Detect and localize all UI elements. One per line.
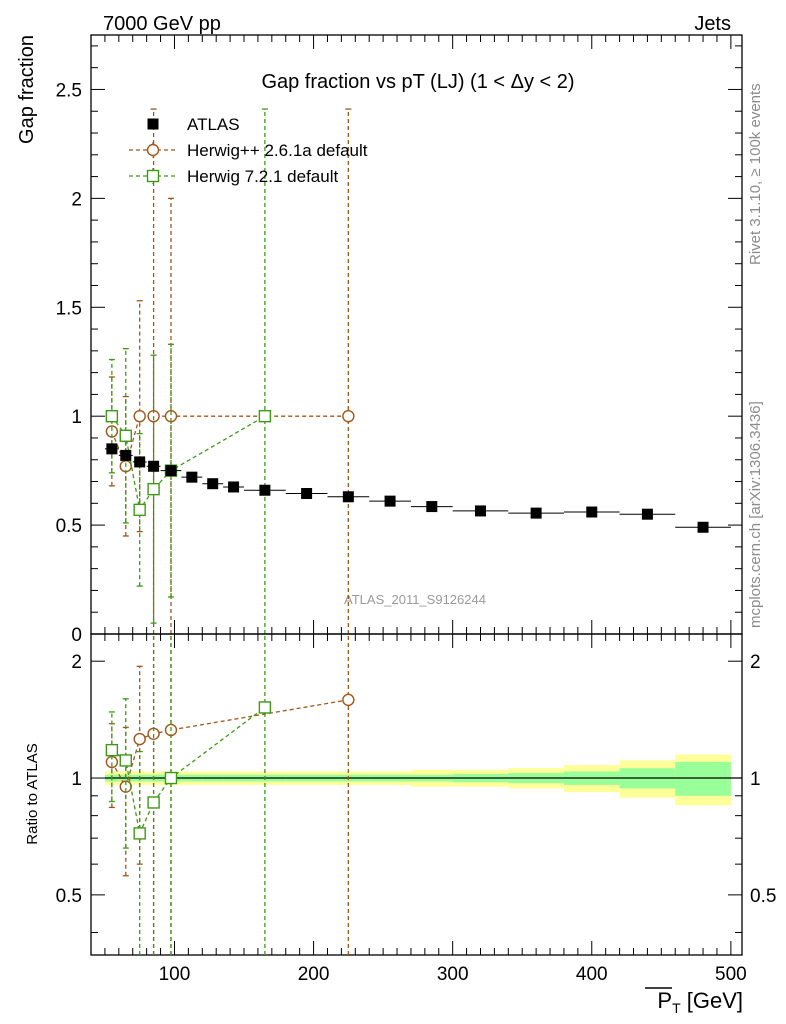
x-tick-label: 100 bbox=[159, 964, 191, 985]
atlas-point bbox=[641, 508, 653, 520]
ratio-y-tick-label-right: 1 bbox=[750, 769, 761, 790]
atlas-point bbox=[342, 491, 354, 503]
chart-title: Gap fraction vs pT (LJ) (1 < Δy < 2) bbox=[261, 71, 574, 93]
main-series-1-line bbox=[111, 415, 349, 469]
ratio-y-tick-label-right: 2 bbox=[750, 652, 761, 673]
atlas-point bbox=[228, 481, 240, 493]
xlabel-symbol: P bbox=[657, 988, 672, 1013]
x-tick-label: 500 bbox=[715, 964, 747, 985]
xlabel-text: PT [GeV] bbox=[657, 988, 743, 1016]
legend-marker-square bbox=[146, 169, 160, 183]
y-tick-label: 0.5 bbox=[56, 516, 82, 537]
atlas-point bbox=[530, 507, 542, 519]
ratio-series-0-point bbox=[133, 732, 146, 746]
ratio-series-1-point bbox=[119, 754, 132, 767]
ratio-y-tick-label: 2 bbox=[71, 652, 82, 673]
xlabel-unit: [GeV] bbox=[681, 988, 743, 1013]
atlas-point bbox=[165, 465, 177, 477]
ratio-y-tick-label: 1 bbox=[71, 769, 82, 790]
atlas-point bbox=[426, 501, 438, 513]
ratio-series-1-point bbox=[258, 701, 272, 714]
mcplots-label: mcplots.cern.ch [arXiv:1306.3436] bbox=[747, 401, 764, 628]
ratio-series-1-line bbox=[111, 706, 266, 836]
main-panel: 0 0.5 1 1.5 2 2.5 bbox=[56, 34, 743, 646]
ratio-series-1-point bbox=[147, 796, 160, 809]
legend-marker-atlas bbox=[147, 118, 159, 130]
ratio-band-stat bbox=[675, 761, 731, 796]
atlas-point bbox=[106, 443, 118, 455]
ratio-frame bbox=[90, 633, 743, 956]
atlas-point bbox=[301, 488, 313, 500]
ratio-series-1-point bbox=[105, 743, 119, 757]
ratio-series-1-point bbox=[164, 771, 178, 785]
y-tick-label: 2 bbox=[71, 189, 82, 210]
x-tick-label: 400 bbox=[576, 964, 608, 985]
ratio-series-1-point bbox=[133, 827, 146, 840]
xlabel: PT [GeV] bbox=[657, 988, 743, 1016]
rivet-label: Rivet 3.1.10, ≥ 100k events bbox=[747, 83, 764, 265]
atlas-point bbox=[186, 471, 198, 483]
main-series-2-point bbox=[105, 409, 119, 423]
legend-label: Herwig 7.2.1 default bbox=[187, 167, 338, 186]
atlas-point bbox=[120, 449, 132, 461]
xlabel-subscript: T bbox=[672, 1000, 681, 1016]
main-series-2-point bbox=[119, 429, 132, 442]
legend: ATLAS Herwig++ 2.6.1a default Herwig 7.2.1… bbox=[129, 115, 368, 186]
atlas-point bbox=[697, 521, 709, 533]
atlas-point bbox=[474, 505, 486, 517]
legend-label: Herwig++ 2.6.1a default bbox=[187, 141, 368, 160]
atlas-point bbox=[207, 478, 219, 490]
y-tick-label: 1.5 bbox=[56, 298, 82, 319]
header-right: Jets bbox=[694, 13, 731, 35]
main-series-2-point bbox=[147, 482, 160, 496]
chart-title-text: Gap fraction vs pT (LJ) (1 < Δy < 2) bbox=[261, 71, 574, 93]
ratio-ylabel: Ratio to ATLAS bbox=[24, 743, 41, 844]
atlas-point bbox=[259, 484, 271, 496]
ratio-panel: 100 200 300 400 500 0.5 0.5 1 1 2 2 bbox=[56, 633, 776, 985]
ratio-series-0-point bbox=[342, 693, 355, 707]
atlas-point bbox=[134, 456, 146, 468]
y-tick-label: 0 bbox=[71, 625, 82, 646]
atlas-point bbox=[384, 495, 396, 507]
atlas-point bbox=[586, 506, 598, 518]
watermark: ATLAS_2011_S9126244 bbox=[344, 592, 486, 607]
main-series-2-point bbox=[258, 409, 272, 423]
y-tick-label: 1 bbox=[71, 407, 82, 428]
main-series-1-point bbox=[342, 409, 355, 423]
ratio-y-tick-label: 0.5 bbox=[56, 886, 82, 907]
ratio-y-tick-label-right: 0.5 bbox=[750, 886, 776, 907]
main-series-1-point bbox=[133, 409, 146, 423]
x-tick-label: 200 bbox=[298, 964, 330, 985]
atlas-point bbox=[148, 460, 160, 472]
legend-marker-circle bbox=[146, 143, 160, 157]
main-series-2-point bbox=[133, 503, 146, 517]
main-ylabel: Gap fraction bbox=[16, 35, 38, 144]
legend-label: ATLAS bbox=[187, 115, 240, 134]
header-left: 7000 GeV pp bbox=[103, 13, 221, 35]
x-tick-label: 300 bbox=[437, 964, 469, 985]
y-tick-label: 2.5 bbox=[56, 80, 82, 101]
